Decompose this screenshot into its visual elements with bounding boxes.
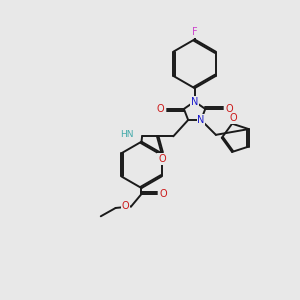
- Text: F: F: [192, 27, 197, 37]
- Text: O: O: [225, 104, 233, 114]
- Text: O: O: [230, 113, 237, 123]
- Text: N: N: [191, 97, 198, 106]
- Text: HN: HN: [120, 130, 134, 139]
- Text: O: O: [121, 202, 129, 212]
- Text: O: O: [160, 189, 167, 199]
- Text: O: O: [158, 154, 166, 164]
- Text: N: N: [197, 115, 205, 125]
- Text: O: O: [156, 104, 164, 114]
